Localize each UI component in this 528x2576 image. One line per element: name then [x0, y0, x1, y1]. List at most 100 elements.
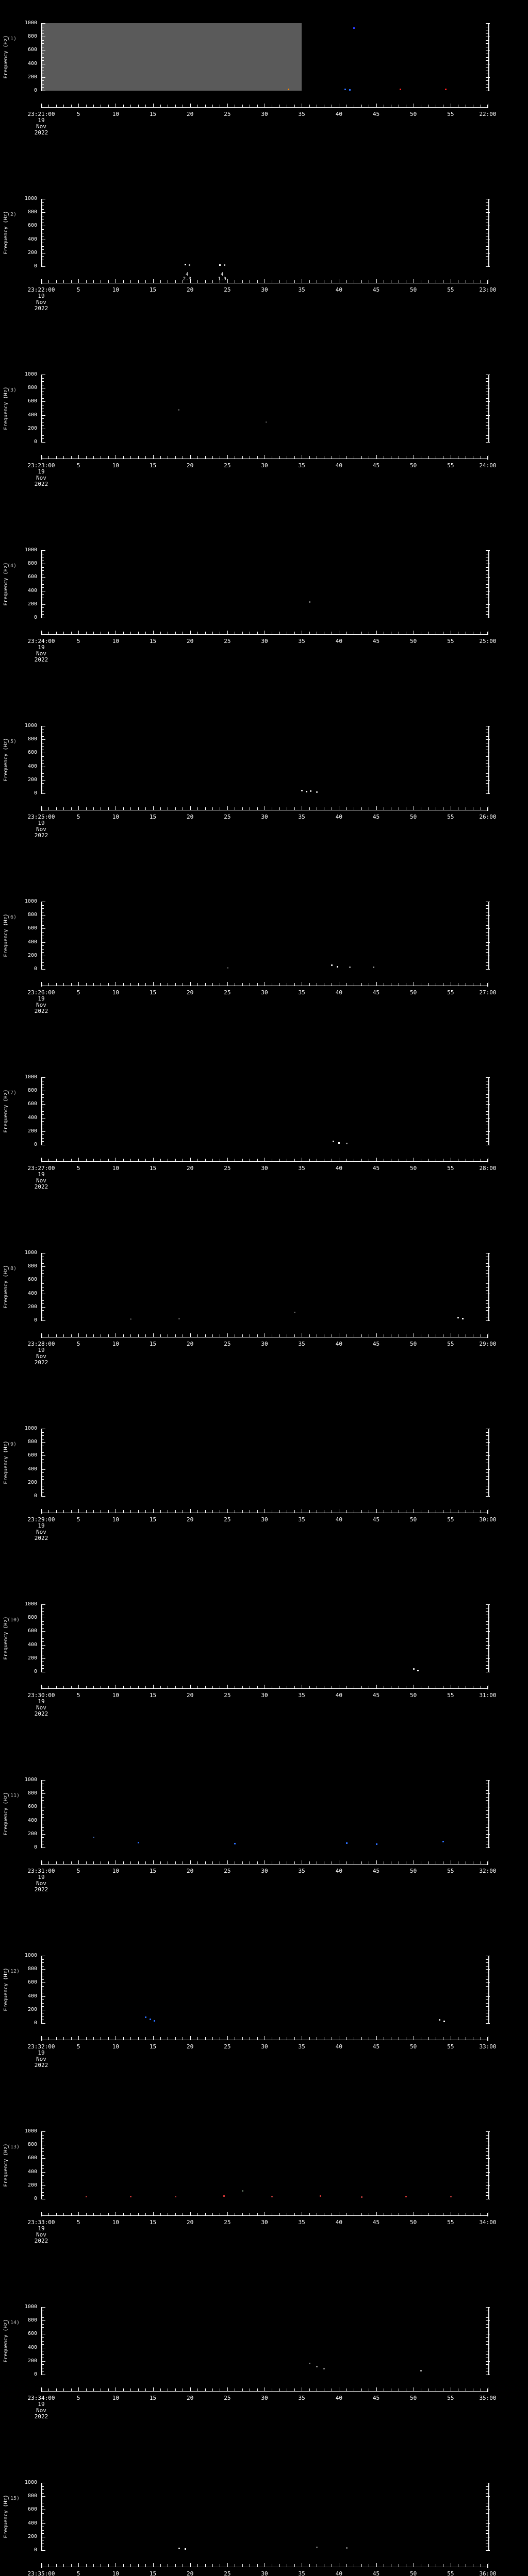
- y-axis-tick-label: 0: [34, 2196, 37, 2201]
- x-axis-tick: [428, 1510, 429, 1513]
- pick-marker[interactable]: [399, 89, 401, 91]
- pick-marker[interactable]: [189, 264, 191, 266]
- x-axis-tick: [138, 2213, 139, 2215]
- spectrogram-panel[interactable]: 1000 800 600 400 200 0 Frequency (Hz) (13) 5 10 15…: [0, 2108, 528, 2284]
- pick-marker[interactable]: [316, 2547, 318, 2549]
- pick-marker[interactable]: [184, 264, 186, 266]
- pick-marker[interactable]: [145, 2016, 147, 2018]
- pick-marker[interactable]: [444, 88, 447, 90]
- pick-marker[interactable]: [344, 88, 346, 90]
- pick-marker[interactable]: [93, 1837, 95, 1839]
- pick-marker[interactable]: [85, 2195, 87, 2197]
- x-axis-tick-label: 50: [410, 462, 417, 469]
- pick-marker[interactable]: [405, 2195, 407, 2197]
- pick-marker[interactable]: [184, 2548, 186, 2550]
- pick-marker[interactable]: [442, 1841, 444, 1843]
- y-axis-tick: [41, 398, 44, 399]
- pick-marker[interactable]: [372, 967, 374, 969]
- pick-marker[interactable]: [360, 2196, 362, 2198]
- pick-marker[interactable]: [345, 2547, 348, 2549]
- y-axis-tick-right: [486, 2341, 488, 2342]
- x-axis-tick: [71, 1334, 72, 1337]
- pick-marker[interactable]: [305, 791, 307, 793]
- pick-marker[interactable]: [345, 1842, 348, 1844]
- spectrogram-panel[interactable]: 1000 800 600 400 200 0 Frequency (Hz) (3) 5 10 15 2…: [0, 351, 528, 527]
- pick-marker[interactable]: [223, 2195, 225, 2197]
- pick-marker[interactable]: [349, 89, 351, 91]
- x-axis-tick: [56, 1686, 57, 1688]
- pick-marker[interactable]: [375, 1843, 377, 1845]
- pick-marker[interactable]: [353, 27, 355, 29]
- pick-marker[interactable]: [226, 967, 228, 969]
- y-axis-tick: [41, 611, 44, 612]
- pick-marker[interactable]: [310, 790, 312, 792]
- pick-marker[interactable]: [420, 2370, 422, 2372]
- pick-marker[interactable]: [137, 1841, 139, 1843]
- spectrogram-panel[interactable]: 1000 800 600 400 200 0 Frequency (Hz) (15) 5 10 15…: [0, 2460, 528, 2576]
- pick-marker[interactable]: [443, 2021, 445, 2023]
- spectrogram-panel[interactable]: 1000 800 600 400 200 0 Frequency (Hz) (12) 5 10 15…: [0, 1933, 528, 2108]
- y-axis-tick-right: [486, 1790, 488, 1791]
- pick-marker[interactable]: [461, 1318, 464, 1320]
- y-axis-tick-right: [486, 2134, 488, 2136]
- pick-marker[interactable]: [265, 421, 267, 423]
- pick-marker[interactable]: [308, 2362, 310, 2364]
- pick-marker[interactable]: [338, 1142, 340, 1144]
- pick-marker[interactable]: [234, 1843, 236, 1845]
- spectrogram-panel[interactable]: 1000 800 600 400 200 0 Frequency (Hz) (11) 5 10 15…: [0, 1757, 528, 1933]
- pick-marker[interactable]: [130, 2196, 132, 2198]
- pick-marker[interactable]: [332, 1141, 334, 1143]
- x-axis-tick-label: 15: [149, 2570, 157, 2576]
- pick-marker[interactable]: [293, 1312, 295, 1314]
- x-axis-tick: [197, 2213, 199, 2215]
- pick-marker[interactable]: [417, 1669, 419, 1671]
- x-axis-tick: [309, 1334, 310, 1337]
- pick-marker[interactable]: [130, 1318, 132, 1320]
- pick-marker[interactable]: [177, 409, 179, 411]
- x-axis-tick: [56, 983, 57, 986]
- pick-marker[interactable]: [316, 791, 318, 793]
- pick-marker[interactable]: [323, 2368, 325, 2370]
- pick-marker[interactable]: [349, 967, 351, 969]
- spectrogram-panel[interactable]: 1000 800 600 400 200 0 Frequency (Hz) (2) 4 2.3 4 1…: [0, 176, 528, 351]
- spectrogram-panel[interactable]: 1000 800 600 400 200 0 Frequency (Hz) (8) 5 10 15 2…: [0, 1230, 528, 1405]
- spectrogram-panel[interactable]: 1000 800 600 400 200 0 Frequency (Hz) (7) 5 10 15 2…: [0, 1054, 528, 1230]
- x-axis-tick: [78, 1509, 79, 1513]
- spectrogram-panel[interactable]: 1000 800 600 400 200 0 Frequency (Hz) (10) 5 10 15…: [0, 1581, 528, 1757]
- pick-marker[interactable]: [154, 2020, 156, 2022]
- y-axis-tick-label: 200: [27, 249, 37, 256]
- y-axis-tick: [41, 1641, 44, 1642]
- pick-marker[interactable]: [178, 1318, 180, 1320]
- pick-marker[interactable]: [331, 964, 333, 967]
- spectrogram-panel[interactable]: 1000 800 600 400 200 0 Frequency (Hz) (6) 5 10 15 2…: [0, 878, 528, 1054]
- spectrogram-panel[interactable]: 1000 800 600 400 200 0 Frequency (Hz) (14) 5 10 15…: [0, 2284, 528, 2460]
- y-axis-tick: [41, 435, 44, 436]
- pick-marker[interactable]: [288, 89, 290, 91]
- pick-marker[interactable]: [149, 2019, 151, 2021]
- pick-marker[interactable]: [320, 2195, 322, 2197]
- x-axis-tick: [130, 807, 131, 810]
- pick-marker[interactable]: [219, 264, 221, 266]
- pick-marker[interactable]: [316, 2366, 318, 2368]
- pick-marker[interactable]: [271, 2196, 273, 2198]
- pick-marker[interactable]: [439, 2019, 441, 2021]
- pick-marker[interactable]: [412, 1668, 415, 1670]
- spectrogram-panel[interactable]: 1000 800 600 400 200 0 Frequency (Hz) (5) 5 10 15 2…: [0, 703, 528, 878]
- x-axis-tick-label: 30: [261, 2043, 268, 2050]
- pick-marker[interactable]: [308, 601, 310, 603]
- pick-marker[interactable]: [174, 2196, 176, 2198]
- pick-marker[interactable]: [224, 264, 226, 266]
- y-axis-tick-label: 400: [27, 1290, 37, 1296]
- pick-marker[interactable]: [301, 790, 303, 792]
- pick-marker[interactable]: [345, 1142, 348, 1144]
- spectrogram-panel[interactable]: 1000 800 600 400 200 0 Frequency (Hz) (4) 5 10 15 2…: [0, 527, 528, 703]
- spectrogram-panel[interactable]: 1000 800 600 400 200 0 Frequency (Hz) (1) 5 10 15 2…: [0, 0, 528, 176]
- pick-marker[interactable]: [457, 1317, 459, 1319]
- pick-marker[interactable]: [337, 966, 339, 968]
- x-axis-tick-label: 20: [187, 1165, 194, 1172]
- pick-marker[interactable]: [241, 2190, 243, 2192]
- data-coverage-block: [41, 23, 302, 91]
- pick-marker[interactable]: [450, 2196, 452, 2198]
- pick-marker[interactable]: [178, 2548, 180, 2550]
- spectrogram-panel[interactable]: 1000 800 600 400 200 0 Frequency (Hz) (9) 5 10 15 2…: [0, 1405, 528, 1581]
